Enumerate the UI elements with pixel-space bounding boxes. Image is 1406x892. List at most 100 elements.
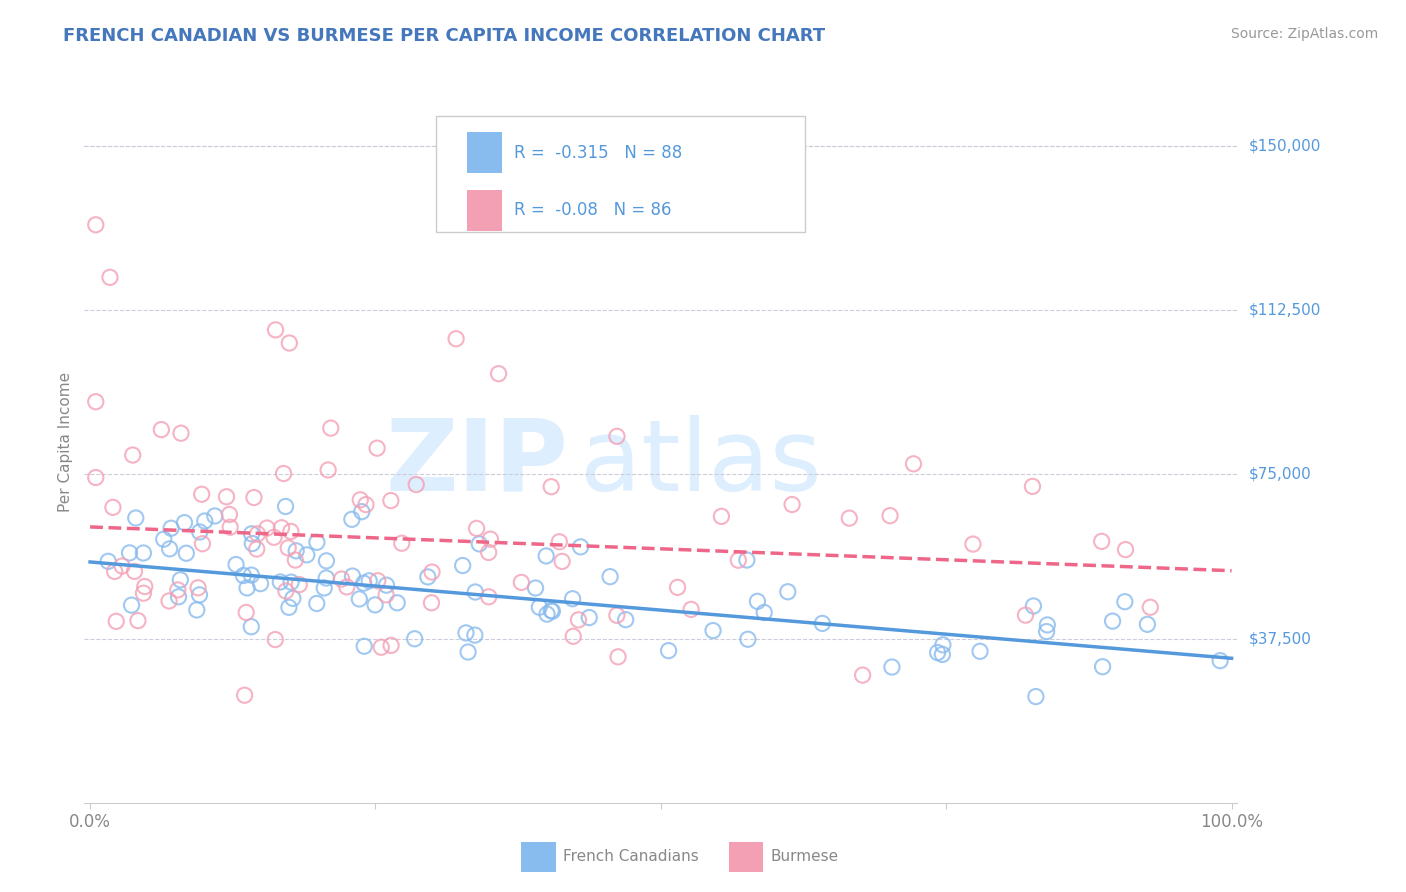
Point	[727, 553, 749, 567]
Point	[274, 500, 297, 514]
Point	[614, 613, 637, 627]
Text: atlas: atlas	[581, 415, 821, 512]
Point	[319, 421, 342, 435]
Point	[219, 520, 242, 534]
Point	[342, 569, 364, 583]
Point	[811, 616, 834, 631]
Point	[134, 580, 156, 594]
Point	[464, 628, 486, 642]
Point	[277, 600, 299, 615]
Point	[152, 532, 174, 546]
Point	[160, 521, 183, 535]
Point	[264, 323, 287, 337]
Point	[561, 591, 583, 606]
Point	[879, 508, 901, 523]
Point	[780, 498, 803, 512]
Point	[606, 429, 628, 443]
Point	[391, 536, 413, 550]
Point	[159, 541, 181, 556]
Point	[510, 575, 533, 590]
Point	[167, 590, 190, 604]
Point	[366, 441, 388, 455]
Point	[737, 632, 759, 647]
Point	[658, 643, 681, 657]
Text: $75,000: $75,000	[1249, 467, 1312, 482]
Point	[359, 574, 381, 588]
Point	[454, 626, 477, 640]
Point	[240, 568, 263, 582]
Point	[607, 649, 630, 664]
Point	[330, 572, 353, 586]
Point	[280, 524, 302, 539]
Point	[84, 470, 107, 484]
Point	[534, 549, 557, 563]
Point	[169, 573, 191, 587]
Point	[353, 576, 375, 591]
Point	[316, 463, 339, 477]
Point	[567, 613, 589, 627]
Point	[187, 581, 209, 595]
Point	[263, 530, 285, 544]
Point	[98, 270, 121, 285]
FancyBboxPatch shape	[522, 842, 555, 872]
Point	[370, 640, 392, 655]
Point	[464, 585, 486, 599]
Point	[1101, 614, 1123, 628]
Point	[121, 448, 143, 462]
Point	[420, 565, 443, 579]
Point	[273, 467, 295, 481]
Text: $150,000: $150,000	[1249, 138, 1320, 153]
Point	[240, 536, 263, 550]
Point	[204, 508, 226, 523]
Point	[852, 668, 875, 682]
Point	[540, 604, 562, 618]
Point	[1115, 542, 1137, 557]
Text: ZIP: ZIP	[385, 415, 568, 512]
FancyBboxPatch shape	[467, 190, 502, 231]
Point	[1035, 624, 1057, 639]
Point	[754, 606, 776, 620]
Point	[880, 660, 903, 674]
Point	[186, 603, 208, 617]
Point	[132, 586, 155, 600]
Point	[479, 532, 502, 546]
Point	[132, 546, 155, 560]
Point	[551, 554, 574, 568]
Point	[735, 553, 758, 567]
Point	[681, 602, 703, 616]
Point	[1136, 617, 1159, 632]
Point	[524, 581, 547, 595]
Point	[1025, 690, 1047, 704]
Text: FRENCH CANADIAN VS BURMESE PER CAPITA INCOME CORRELATION CHART: FRENCH CANADIAN VS BURMESE PER CAPITA IN…	[63, 27, 825, 45]
FancyBboxPatch shape	[436, 116, 806, 232]
Point	[336, 580, 359, 594]
Point	[1091, 534, 1114, 549]
Point	[127, 614, 149, 628]
Point	[666, 580, 689, 594]
Point	[281, 591, 304, 606]
Point	[176, 546, 198, 560]
Point	[277, 541, 299, 555]
Point	[118, 546, 141, 560]
Point	[101, 500, 124, 515]
Point	[536, 607, 558, 622]
Point	[1114, 595, 1136, 609]
Point	[569, 540, 592, 554]
Point	[1139, 600, 1161, 615]
Point	[225, 558, 247, 572]
Point	[188, 588, 211, 602]
Point	[191, 537, 214, 551]
Point	[932, 638, 955, 652]
Point	[578, 610, 600, 624]
Point	[468, 537, 491, 551]
Point	[710, 509, 733, 524]
Point	[969, 644, 991, 658]
Point	[314, 581, 336, 595]
Point	[1091, 659, 1114, 673]
Point	[702, 624, 724, 638]
Text: French Canadians: French Canadians	[562, 849, 699, 864]
Point	[354, 498, 377, 512]
Point	[170, 426, 193, 441]
Point	[233, 688, 256, 702]
Point	[349, 492, 371, 507]
